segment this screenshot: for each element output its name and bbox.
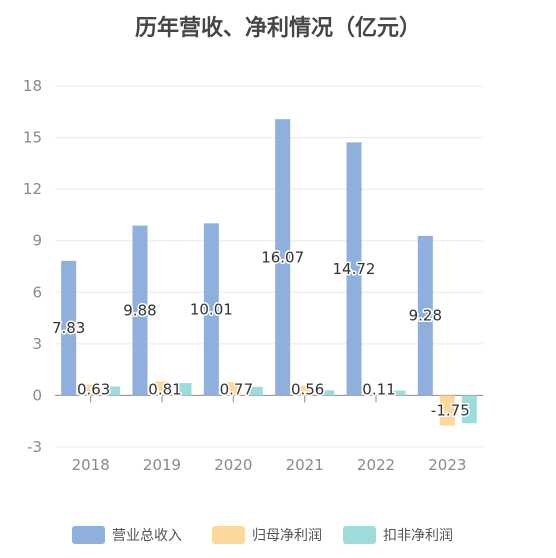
- chart-title: 历年营收、净利情况（亿元）: [134, 16, 421, 41]
- data-label-归母净利润-2023: -1.75: [431, 401, 470, 419]
- x-tick-label: 2021: [286, 456, 324, 474]
- x-tick-label: 2019: [143, 456, 181, 474]
- bar-营业总收入-2022: [346, 142, 362, 396]
- bar-扣非净利润-2019: [176, 383, 192, 396]
- bar-扣非净利润-2021: [319, 390, 335, 396]
- bar-扣非净利润-2023: [461, 395, 477, 424]
- data-label-营业总收入-2018: 7.83: [52, 319, 85, 337]
- bar-归母净利润-2023: [439, 395, 455, 426]
- bar-营业总收入-2021: [275, 119, 291, 396]
- data-label-归母净利润-2018: 0.63: [77, 380, 110, 398]
- y-tick-label: 18: [23, 77, 42, 95]
- bar-归母净利润-2022: [368, 393, 384, 396]
- x-tick-label: 2022: [357, 456, 395, 474]
- data-label-营业总收入-2019: 9.88: [123, 302, 156, 320]
- data-label-归母净利润-2022: 0.11: [362, 380, 395, 398]
- bar-营业总收入-2018: [61, 260, 77, 396]
- bar-归母净利润-2018: [83, 384, 99, 396]
- bar-扣非净利润-2018: [105, 386, 121, 396]
- x-tick-label: 2023: [428, 456, 466, 474]
- bar-归母净利润-2020: [225, 382, 241, 396]
- data-label-营业总收入-2020: 10.01: [190, 300, 233, 318]
- y-tick-label: 15: [23, 129, 42, 147]
- bar-扣非净利润-2020: [247, 386, 263, 396]
- y-tick-label: 6: [32, 283, 42, 301]
- data-label-归母净利润-2019: 0.81: [148, 380, 181, 398]
- legend-label: 归母净利润: [252, 527, 322, 544]
- legend-swatch-营业总收入: [72, 526, 105, 544]
- x-tick-label: 2018: [72, 456, 110, 474]
- legend-label: 营业总收入: [112, 528, 182, 544]
- y-tick-label: 9: [32, 232, 42, 250]
- bar-营业总收入-2020: [203, 223, 219, 396]
- bar-扣非净利润-2022: [390, 390, 406, 396]
- bar-营业总收入-2019: [132, 225, 148, 396]
- x-tick-label: 2020: [214, 456, 252, 474]
- data-label-营业总收入-2022: 14.72: [333, 260, 376, 278]
- legend-swatch-扣非净利润: [343, 526, 376, 544]
- data-label-营业总收入-2021: 16.07: [261, 248, 304, 266]
- y-tick-label: 3: [32, 335, 42, 353]
- legend-swatch-归母净利润: [212, 526, 245, 544]
- y-tick-label: -3: [27, 438, 42, 456]
- bar-归母净利润-2021: [297, 385, 313, 396]
- data-label-归母净利润-2021: 0.56: [291, 380, 324, 398]
- bar-营业总收入-2023: [417, 235, 433, 396]
- y-tick-label: 0: [32, 386, 42, 404]
- bar-归母净利润-2019: [154, 381, 170, 396]
- data-label-营业总收入-2023: 9.28: [409, 307, 442, 325]
- y-tick-label: 12: [23, 180, 42, 198]
- legend-label: 扣非净利润: [383, 528, 453, 544]
- data-label-归母净利润-2020: 0.77: [220, 380, 253, 398]
